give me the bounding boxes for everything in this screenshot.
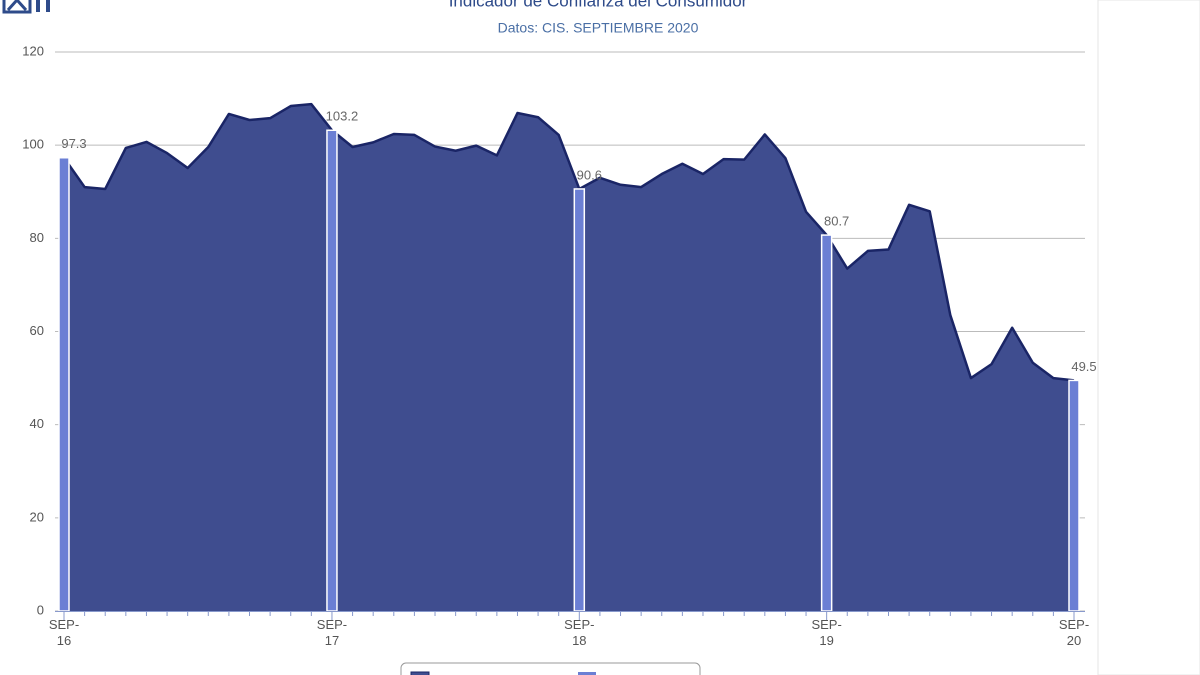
bar	[573, 188, 586, 612]
chart-title: Indicador de Confianza del Consumidor	[449, 0, 748, 10]
x-tick-label: SEP-16	[48, 617, 80, 648]
x-tick-label: SEP-20	[1058, 617, 1090, 648]
data-label: 97.3	[61, 136, 86, 151]
y-tick-label: 20	[30, 509, 44, 524]
y-tick-label: 0	[37, 602, 44, 617]
y-tick-label: 40	[30, 416, 44, 431]
data-label: 80.7	[824, 214, 849, 229]
y-tick-label: 80	[30, 230, 44, 245]
bar	[58, 156, 70, 612]
bar	[326, 129, 338, 612]
area	[64, 104, 1074, 611]
side-panel	[1097, 0, 1200, 675]
area-line	[62, 102, 1075, 382]
legend-swatch	[578, 672, 596, 675]
chart-subtitle: Datos: CIS. SEPTIEMBRE 2020	[498, 20, 699, 36]
y-tick-label: 60	[30, 323, 44, 338]
x-tick-label: SEP-17	[316, 617, 348, 648]
bar	[1068, 379, 1080, 612]
legend-swatch	[410, 671, 430, 675]
data-label: 49.5	[1071, 359, 1096, 374]
x-tick-label: SEP-19	[811, 617, 842, 648]
x-tick-label: SEP-18	[564, 617, 595, 648]
logo	[2, 0, 50, 14]
bar	[820, 234, 833, 612]
legend	[400, 662, 701, 675]
y-tick-label: 100	[22, 137, 44, 152]
y-tick-label: 120	[22, 43, 44, 58]
data-label: 103.2	[326, 109, 359, 124]
data-label: 90.6	[577, 167, 602, 182]
